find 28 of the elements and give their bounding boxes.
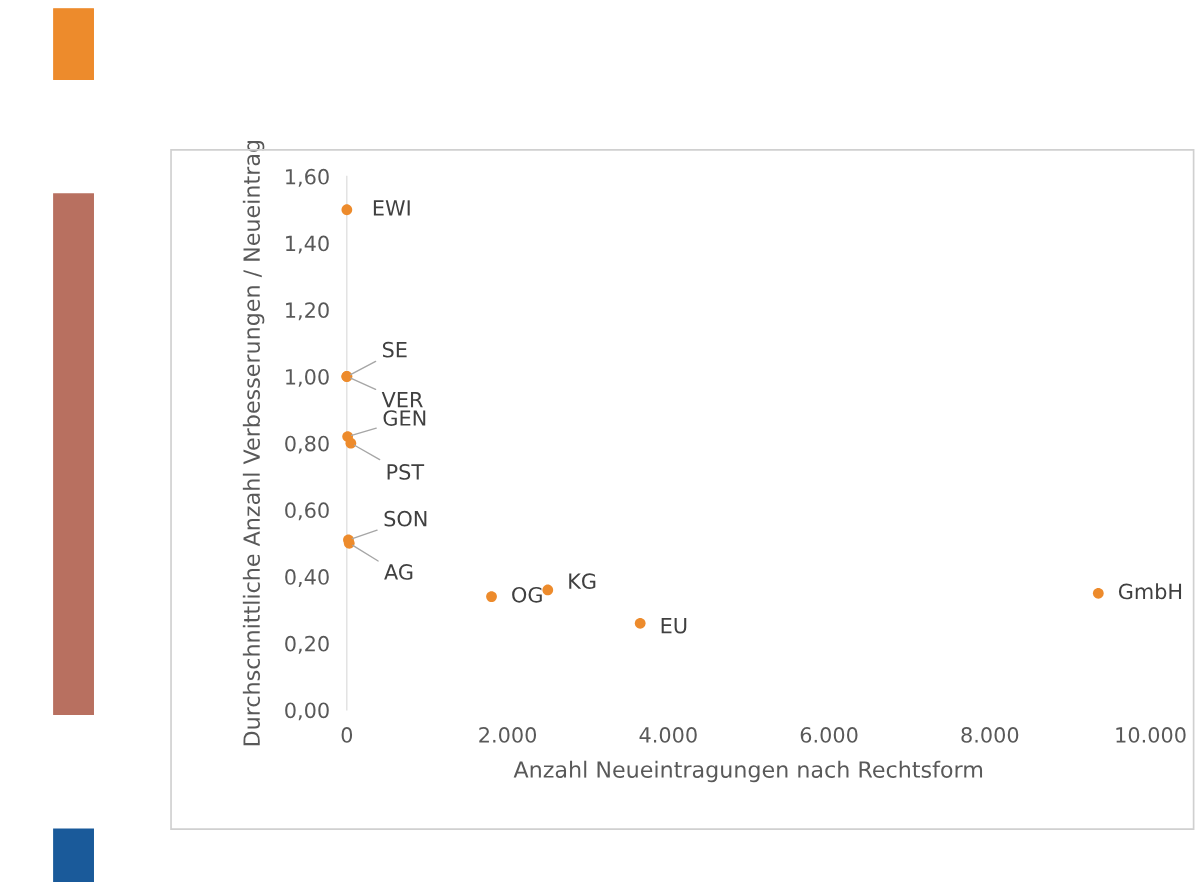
y-axis-title: Durchschnittliche Anzahl Verbesserungen / Neueintrag — [242, 140, 265, 746]
y-tick-label: 0,00 — [285, 702, 329, 721]
y-tick-label: 0,40 — [285, 569, 329, 587]
annotation: OG — [512, 586, 542, 603]
annotation: GmbH — [1118, 583, 1182, 600]
annotation: EWI — [373, 200, 410, 216]
annotation: KG — [569, 573, 596, 590]
y-tick-label: 0,80 — [285, 435, 329, 454]
x-tick-label: 4.000 — [639, 727, 697, 743]
y-tick-label: 1,60 — [286, 168, 329, 187]
x-tick-label: 2.000 — [479, 727, 537, 743]
x-tick-label: 8.000 — [961, 727, 1019, 743]
annotation: SE — [382, 341, 407, 358]
annotation: PST — [387, 464, 425, 480]
y-tick-label: 1,40 — [286, 235, 329, 254]
y-tick-label: 0,60 — [285, 502, 329, 521]
x-tick-label: 6.000 — [800, 727, 858, 743]
annotation: AG — [384, 564, 413, 580]
x-axis-title: Anzahl Neueintragungen nach Rechtsform — [513, 760, 983, 783]
y-tick-label: 1,00 — [286, 368, 329, 387]
annotation: GEN — [383, 410, 426, 426]
x-tick-label: 10.000 — [1116, 727, 1186, 743]
annotation: EU — [661, 618, 687, 634]
annotation: SON — [384, 510, 427, 527]
y-tick-label: 0,20 — [285, 635, 329, 654]
x-tick-label: 0 — [341, 727, 353, 743]
annotation: VER — [381, 392, 423, 408]
y-tick-label: 1,20 — [286, 302, 329, 321]
